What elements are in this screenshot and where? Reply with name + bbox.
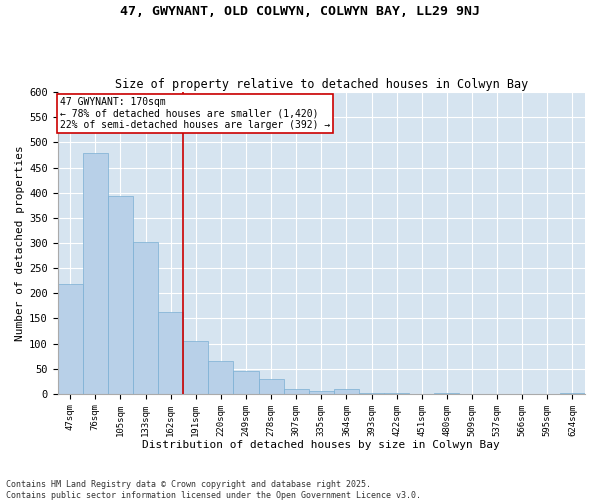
Bar [309, 391, 334, 394]
Bar [58, 284, 83, 394]
Bar [183, 341, 208, 394]
X-axis label: Distribution of detached houses by size in Colwyn Bay: Distribution of detached houses by size … [142, 440, 500, 450]
Bar [259, 379, 284, 394]
Bar [359, 393, 384, 394]
Bar [133, 242, 158, 394]
Title: Size of property relative to detached houses in Colwyn Bay: Size of property relative to detached ho… [115, 78, 528, 91]
Bar [108, 196, 133, 394]
Bar [208, 361, 233, 394]
Bar [334, 390, 359, 394]
Bar [284, 389, 309, 394]
Y-axis label: Number of detached properties: Number of detached properties [15, 145, 25, 341]
Text: 47 GWYNANT: 170sqm
← 78% of detached houses are smaller (1,420)
22% of semi-deta: 47 GWYNANT: 170sqm ← 78% of detached hou… [60, 96, 331, 130]
Bar [158, 312, 183, 394]
Bar [560, 393, 585, 394]
Bar [83, 152, 108, 394]
Text: 47, GWYNANT, OLD COLWYN, COLWYN BAY, LL29 9NJ: 47, GWYNANT, OLD COLWYN, COLWYN BAY, LL2… [120, 5, 480, 18]
Text: Contains HM Land Registry data © Crown copyright and database right 2025.
Contai: Contains HM Land Registry data © Crown c… [6, 480, 421, 500]
Bar [233, 370, 259, 394]
